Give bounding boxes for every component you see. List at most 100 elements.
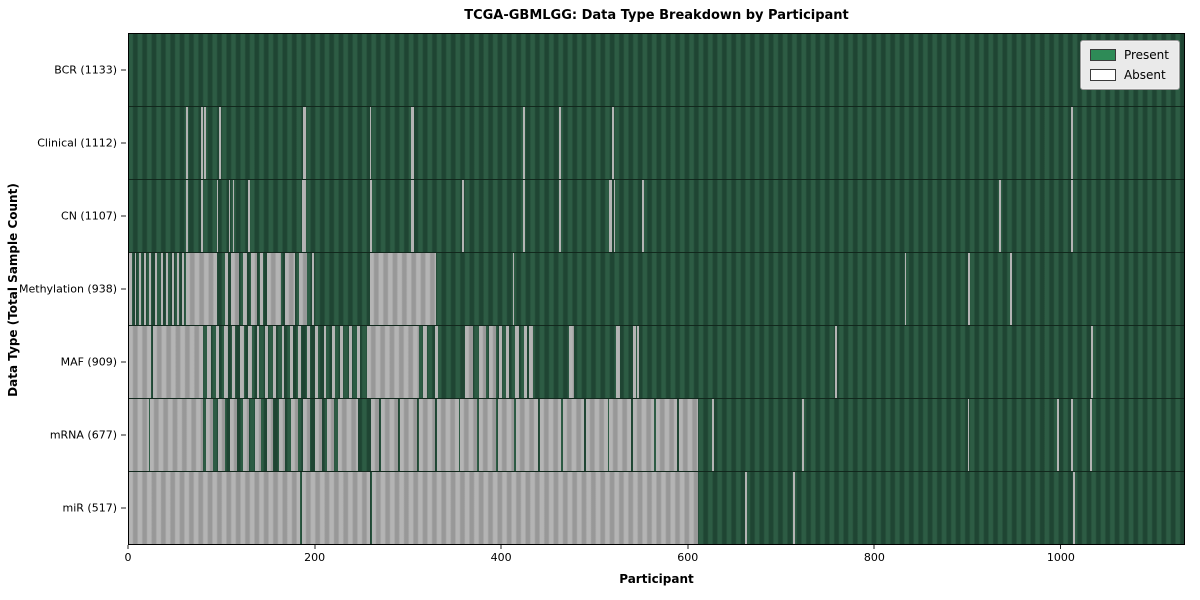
absent-stripe bbox=[1009, 253, 1012, 325]
absent-stripe bbox=[609, 180, 613, 252]
absent-stripe bbox=[711, 399, 714, 471]
y-tick-label: miR (517) bbox=[62, 501, 118, 515]
absent-stripe bbox=[834, 326, 837, 398]
absent-stripe bbox=[1057, 399, 1060, 471]
absent-stripe bbox=[266, 399, 274, 471]
absent-stripe bbox=[327, 399, 334, 471]
y-tick-BCR: BCR (1133) bbox=[54, 63, 126, 76]
absent-stripe bbox=[331, 326, 335, 398]
absent-stripe bbox=[904, 253, 906, 325]
absent-stripe bbox=[498, 326, 503, 398]
absent-stripe bbox=[215, 326, 220, 398]
absent-stripe bbox=[370, 107, 372, 179]
absent-stripe bbox=[185, 107, 188, 179]
absent-stripe bbox=[242, 399, 250, 471]
absent-stripe bbox=[311, 253, 315, 325]
y-tick-label: mRNA (677) bbox=[49, 428, 117, 442]
absent-stripe bbox=[559, 180, 562, 252]
x-tick-200: 200 bbox=[304, 545, 325, 564]
absent-stripe bbox=[228, 180, 230, 252]
absent-stripe bbox=[149, 253, 152, 325]
absent-stripe bbox=[248, 326, 252, 398]
absent-stripe bbox=[153, 326, 204, 398]
x-tick-label: 800 bbox=[863, 551, 885, 564]
absent-stripe bbox=[139, 253, 142, 325]
x-tick-1000: 1000 bbox=[1047, 545, 1075, 564]
absent-stripe bbox=[522, 107, 525, 179]
absent-stripe bbox=[160, 253, 163, 325]
x-tick-mark bbox=[314, 545, 316, 549]
y-tick-miR: miR (517) bbox=[62, 501, 126, 515]
absent-stripe bbox=[612, 107, 615, 179]
absent-stripe bbox=[568, 326, 575, 398]
x-tick-label: 0 bbox=[124, 551, 132, 564]
absent-stripe bbox=[465, 326, 473, 398]
absent-stripe bbox=[303, 399, 310, 471]
plot-area bbox=[128, 33, 1185, 545]
absent-stripe bbox=[967, 253, 970, 325]
absent-stripe bbox=[539, 399, 562, 471]
absent-stripe bbox=[479, 326, 486, 398]
absent-stripe bbox=[233, 180, 235, 252]
chart-title: TCGA-GBMLGG: Data Type Breakdown by Part… bbox=[464, 8, 849, 23]
absent-stripe bbox=[315, 326, 318, 398]
absent-stripe bbox=[516, 399, 538, 471]
y-axis: BCR (1133) Clinical (1112) CN (1107) Methyl… bbox=[0, 33, 126, 545]
absent-stripe bbox=[515, 326, 520, 398]
absent-stripe bbox=[239, 326, 244, 398]
absent-stripe bbox=[586, 399, 608, 471]
x-tick-label: 600 bbox=[677, 551, 699, 564]
absent-stripe bbox=[967, 399, 970, 471]
y-tick-label: MAF (909) bbox=[60, 355, 117, 369]
absent-stripe bbox=[218, 399, 225, 471]
absent-stripe bbox=[232, 326, 236, 398]
absent-stripe bbox=[315, 399, 322, 471]
absent-stripe bbox=[411, 107, 414, 179]
absent-stripe bbox=[129, 472, 301, 544]
absent-stripe bbox=[497, 399, 515, 471]
absent-stripe bbox=[656, 399, 678, 471]
absent-stripe bbox=[177, 253, 180, 325]
x-tick-mark bbox=[127, 545, 129, 549]
absent-stripe bbox=[615, 326, 620, 398]
row-MAF bbox=[129, 326, 1184, 399]
absent-stripe bbox=[254, 399, 262, 471]
absent-stripe bbox=[522, 180, 525, 252]
absent-stripe bbox=[248, 180, 251, 252]
absent-stripe bbox=[166, 253, 169, 325]
absent-stripe bbox=[506, 326, 509, 398]
row-BCR bbox=[129, 34, 1184, 107]
x-tick-label: 1000 bbox=[1046, 551, 1075, 564]
x-tick-mark bbox=[500, 545, 502, 549]
absent-stripe bbox=[357, 326, 360, 398]
legend: Present Absent bbox=[1079, 40, 1180, 90]
absent-stripe bbox=[150, 399, 203, 471]
absent-stripe bbox=[264, 326, 268, 398]
absent-stripe bbox=[337, 399, 359, 471]
absent-stripe bbox=[1073, 472, 1076, 544]
absent-stripe bbox=[278, 399, 286, 471]
absent-stripe bbox=[370, 253, 437, 325]
row-Methylation bbox=[129, 253, 1184, 326]
x-tick-0: 0 bbox=[125, 545, 132, 564]
absent-stripe bbox=[207, 326, 211, 398]
legend-label-absent: Absent bbox=[1123, 68, 1166, 82]
row-mRNA bbox=[129, 399, 1184, 472]
x-tick-400: 400 bbox=[491, 545, 512, 564]
absent-stripe bbox=[370, 180, 373, 252]
row-miR bbox=[129, 472, 1184, 544]
absent-stripe bbox=[437, 399, 459, 471]
absent-stripe bbox=[299, 253, 307, 325]
absent-stripe bbox=[129, 253, 132, 325]
y-tick-mark bbox=[121, 69, 126, 71]
absent-stripe bbox=[523, 326, 527, 398]
absent-stripe bbox=[562, 399, 585, 471]
absent-stripe bbox=[303, 107, 306, 179]
absent-stripe bbox=[1071, 180, 1074, 252]
absent-stripe bbox=[323, 326, 327, 398]
absent-stripe bbox=[266, 253, 281, 325]
absent-stripe bbox=[216, 180, 219, 252]
y-tick-Clinical: Clinical (1112) bbox=[37, 136, 126, 149]
legend-label-present: Present bbox=[1123, 48, 1169, 62]
absent-stripe bbox=[642, 180, 644, 252]
